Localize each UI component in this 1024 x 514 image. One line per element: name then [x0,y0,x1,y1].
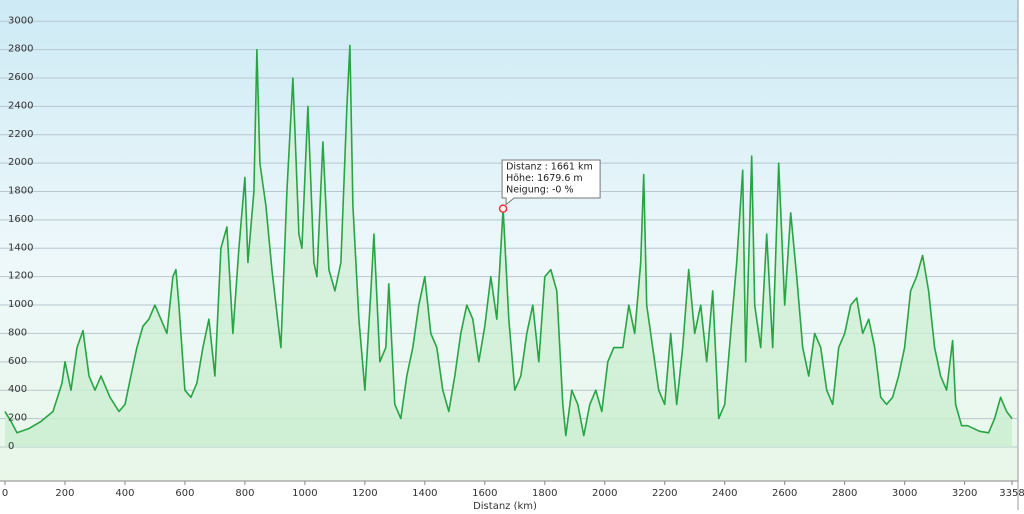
x-tick-label: 1200 [352,488,377,499]
y-tick-label: 1000 [8,299,33,310]
y-tick-label: 2400 [8,100,33,111]
x-tick-label: 2200 [652,488,677,499]
x-tick-label: 2000 [592,488,617,499]
x-tick-label: 0 [2,488,8,499]
y-tick-label: 0 [8,441,14,452]
y-tick-label: 400 [8,384,27,395]
tooltip-line: Neigung: -0 % [506,185,573,196]
x-tick-label: 3000 [892,488,917,499]
y-tick-label: 1600 [8,214,33,225]
x-tick-label: 2800 [832,488,857,499]
x-tick-label: 1400 [412,488,437,499]
y-tick-label: 1800 [8,186,33,197]
x-tick-label: 600 [175,488,194,499]
tooltip-box [501,159,601,206]
y-tick-label: 600 [8,356,27,367]
tooltip-line: Höhe: 1679.6 m [506,173,583,184]
y-tick-label: 200 [8,413,27,424]
y-tick-label: 2000 [8,157,33,168]
x-tick-label: 1000 [292,488,317,499]
x-tick-label: 1800 [532,488,557,499]
y-tick-label: 800 [8,327,27,338]
x-axis-label: Distanz (km) [473,501,537,510]
x-tick-label: 400 [115,488,134,499]
y-tick-label: 1200 [8,271,33,282]
y-tick-label: 2800 [8,44,33,55]
y-tick-label: 2200 [8,129,33,140]
y-tick-label: 1400 [8,242,33,253]
y-tick-label: 3000 [8,15,33,26]
tooltip-line: Distanz : 1661 km [506,162,593,173]
x-tick-label: 800 [235,488,254,499]
x-tick-label: 2600 [772,488,797,499]
x-tick-label: 200 [55,488,74,499]
x-tick-label: 2400 [712,488,737,499]
x-tick-label: 1600 [472,488,497,499]
highlight-marker [498,204,508,213]
x-tick-label: 3358 [999,488,1024,499]
x-tick-label: 3200 [952,488,977,499]
y-tick-label: 2600 [8,72,33,83]
